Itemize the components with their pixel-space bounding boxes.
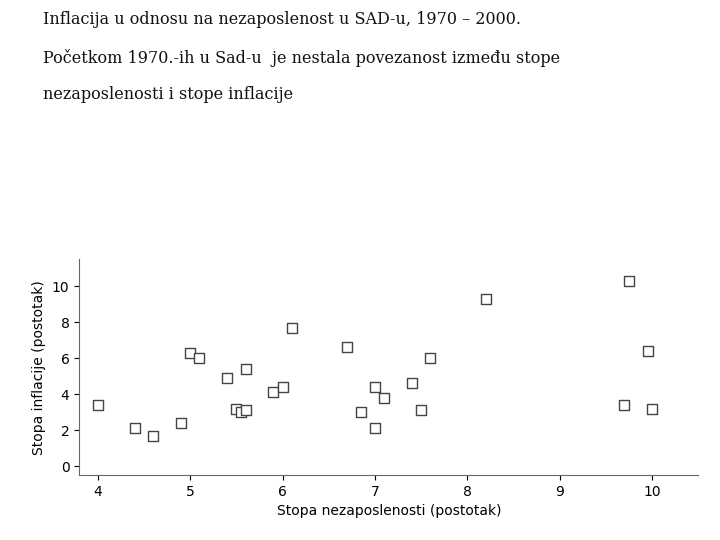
- Point: [369, 424, 381, 433]
- Point: [618, 401, 630, 409]
- Point: [235, 408, 247, 416]
- Point: [415, 406, 427, 415]
- Point: [240, 364, 251, 373]
- Point: [425, 354, 436, 362]
- Point: [276, 383, 288, 391]
- X-axis label: Stopa nezaposlenosti (postotak): Stopa nezaposlenosti (postotak): [276, 504, 501, 518]
- Text: nezaposlenosti i stope inflacije: nezaposlenosti i stope inflacije: [43, 86, 293, 103]
- Point: [355, 408, 366, 416]
- Point: [480, 294, 492, 303]
- Point: [184, 348, 196, 357]
- Point: [92, 401, 104, 409]
- Point: [406, 379, 418, 388]
- Point: [286, 323, 297, 332]
- Point: [341, 343, 353, 352]
- Text: Početkom 1970.-ih u Sad-u  je nestala povezanost između stope: Početkom 1970.-ih u Sad-u je nestala pov…: [43, 49, 560, 66]
- Point: [129, 424, 140, 433]
- Point: [642, 347, 653, 355]
- Point: [268, 388, 279, 397]
- Y-axis label: Stopa inflacije (postotak): Stopa inflacije (postotak): [32, 280, 46, 455]
- Point: [148, 431, 159, 440]
- Point: [175, 418, 186, 427]
- Point: [221, 374, 233, 382]
- Point: [647, 404, 658, 413]
- Point: [624, 276, 635, 285]
- Point: [230, 404, 242, 413]
- Point: [194, 354, 205, 362]
- Text: Inflacija u odnosu na nezaposlenost u SAD-u, 1970 – 2000.: Inflacija u odnosu na nezaposlenost u SA…: [43, 11, 521, 28]
- Point: [240, 406, 251, 415]
- Point: [379, 394, 390, 402]
- Point: [369, 383, 381, 391]
